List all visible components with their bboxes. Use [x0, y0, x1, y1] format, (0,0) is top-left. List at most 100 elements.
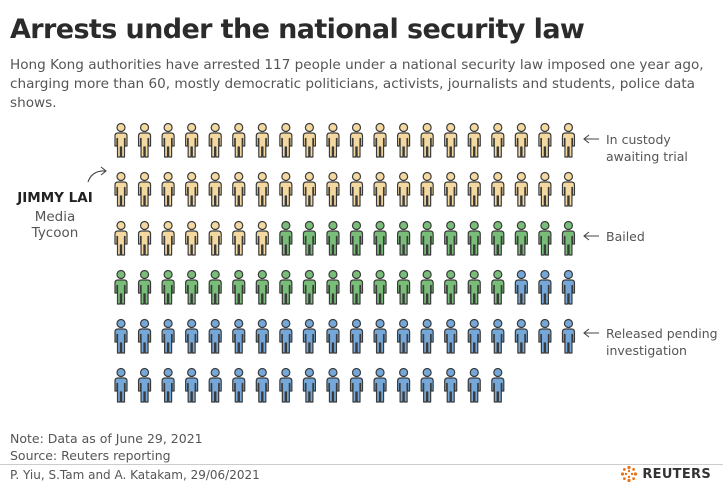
person-figure	[232, 122, 246, 158]
person-figure	[538, 122, 552, 158]
highlight-name: JIMMY LAI	[17, 190, 93, 206]
person-figure	[491, 220, 505, 256]
chart-title: Arrests under the national security law	[10, 14, 585, 45]
person-figure	[420, 122, 434, 158]
person-figure	[279, 122, 293, 158]
person-figure	[279, 367, 293, 403]
person-figure	[302, 220, 316, 256]
person-figure	[561, 318, 576, 354]
person-figure	[232, 220, 246, 256]
arrow-custody	[583, 134, 599, 144]
person-figure	[444, 367, 458, 403]
person-figure	[491, 269, 505, 305]
person-figure	[302, 122, 316, 158]
credit-text: P. Yiu, S.Tam and A. Katakam, 29/06/2021	[10, 468, 260, 482]
person-figure	[255, 367, 269, 403]
person-figure	[279, 220, 293, 256]
person-figure	[349, 171, 364, 207]
person-figure	[185, 318, 199, 354]
person-figure	[137, 122, 152, 158]
person-figure	[444, 269, 458, 305]
person-figure	[302, 171, 316, 207]
person-figure	[137, 220, 152, 256]
arrow-released	[583, 328, 599, 338]
person-figure	[467, 171, 481, 207]
person-figure	[420, 171, 434, 207]
person-figure	[137, 171, 152, 207]
person-figure	[326, 318, 340, 354]
person-figure	[326, 269, 340, 305]
person-figure	[538, 220, 552, 256]
person-figure	[302, 269, 316, 305]
person-figure	[161, 318, 175, 354]
note-text: Note: Data as of June 29, 2021	[10, 431, 203, 446]
person-figure	[255, 318, 269, 354]
person-figure	[114, 367, 128, 403]
legend-label-custody-line2: awaiting trial	[606, 149, 688, 164]
person-figure	[420, 318, 434, 354]
person-figure	[208, 318, 222, 354]
footer-divider	[0, 464, 723, 465]
person-figure	[161, 122, 175, 158]
chart-subtitle: Hong Kong authorities have arrested 117 …	[10, 57, 704, 111]
person-figure	[161, 220, 175, 256]
person-figure	[302, 318, 316, 354]
person-figure	[137, 318, 152, 354]
person-figure	[491, 318, 505, 354]
person-figure	[420, 367, 434, 403]
person-figure	[208, 122, 222, 158]
reuters-dots-icon	[621, 465, 638, 483]
person-figure	[561, 220, 576, 256]
person-figure	[561, 171, 576, 207]
person-figure	[397, 318, 411, 354]
person-figure	[514, 171, 528, 207]
logo-text: REUTERS	[642, 466, 711, 482]
person-figure	[373, 122, 387, 158]
person-figure	[373, 318, 387, 354]
person-figure	[467, 318, 481, 354]
person-figure	[255, 171, 269, 207]
person-figure	[185, 122, 199, 158]
person-figure	[185, 367, 199, 403]
person-figure	[467, 122, 481, 158]
person-figure	[208, 220, 222, 256]
person-figure	[208, 171, 222, 207]
person-figure	[467, 269, 481, 305]
person-figure	[444, 171, 458, 207]
person-figure	[232, 171, 246, 207]
person-figure	[397, 122, 411, 158]
person-figure	[326, 220, 340, 256]
person-figure	[114, 318, 128, 354]
person-figure	[232, 269, 246, 305]
person-figure	[561, 269, 576, 305]
person-figure	[114, 220, 128, 256]
person-figure	[420, 269, 434, 305]
person-figure	[349, 367, 364, 403]
person-figure	[137, 269, 152, 305]
person-figure	[349, 122, 364, 158]
person-figure	[279, 318, 293, 354]
person-figure	[514, 269, 528, 305]
person-figure	[561, 122, 576, 158]
figure-grid	[114, 122, 576, 403]
person-figure	[302, 367, 316, 403]
legend-label-custody-line1: In custody	[606, 132, 671, 147]
arrow-bailed	[583, 231, 599, 241]
person-figure	[538, 171, 552, 207]
person-figure	[326, 122, 340, 158]
legend-label-released: Released pending investigation	[606, 325, 718, 359]
person-figure	[208, 367, 222, 403]
reuters-logo: REUTERS	[620, 465, 711, 483]
person-figure	[514, 318, 528, 354]
person-figure	[161, 367, 175, 403]
person-figure	[255, 269, 269, 305]
person-figure	[161, 171, 175, 207]
person-figure	[137, 367, 152, 403]
legend-label-released-line2: investigation	[606, 343, 687, 358]
person-figure	[255, 122, 269, 158]
person-figure	[491, 122, 505, 158]
person-figure	[397, 367, 411, 403]
person-figure	[444, 220, 458, 256]
legend-label-bailed-line1: Bailed	[606, 229, 645, 244]
